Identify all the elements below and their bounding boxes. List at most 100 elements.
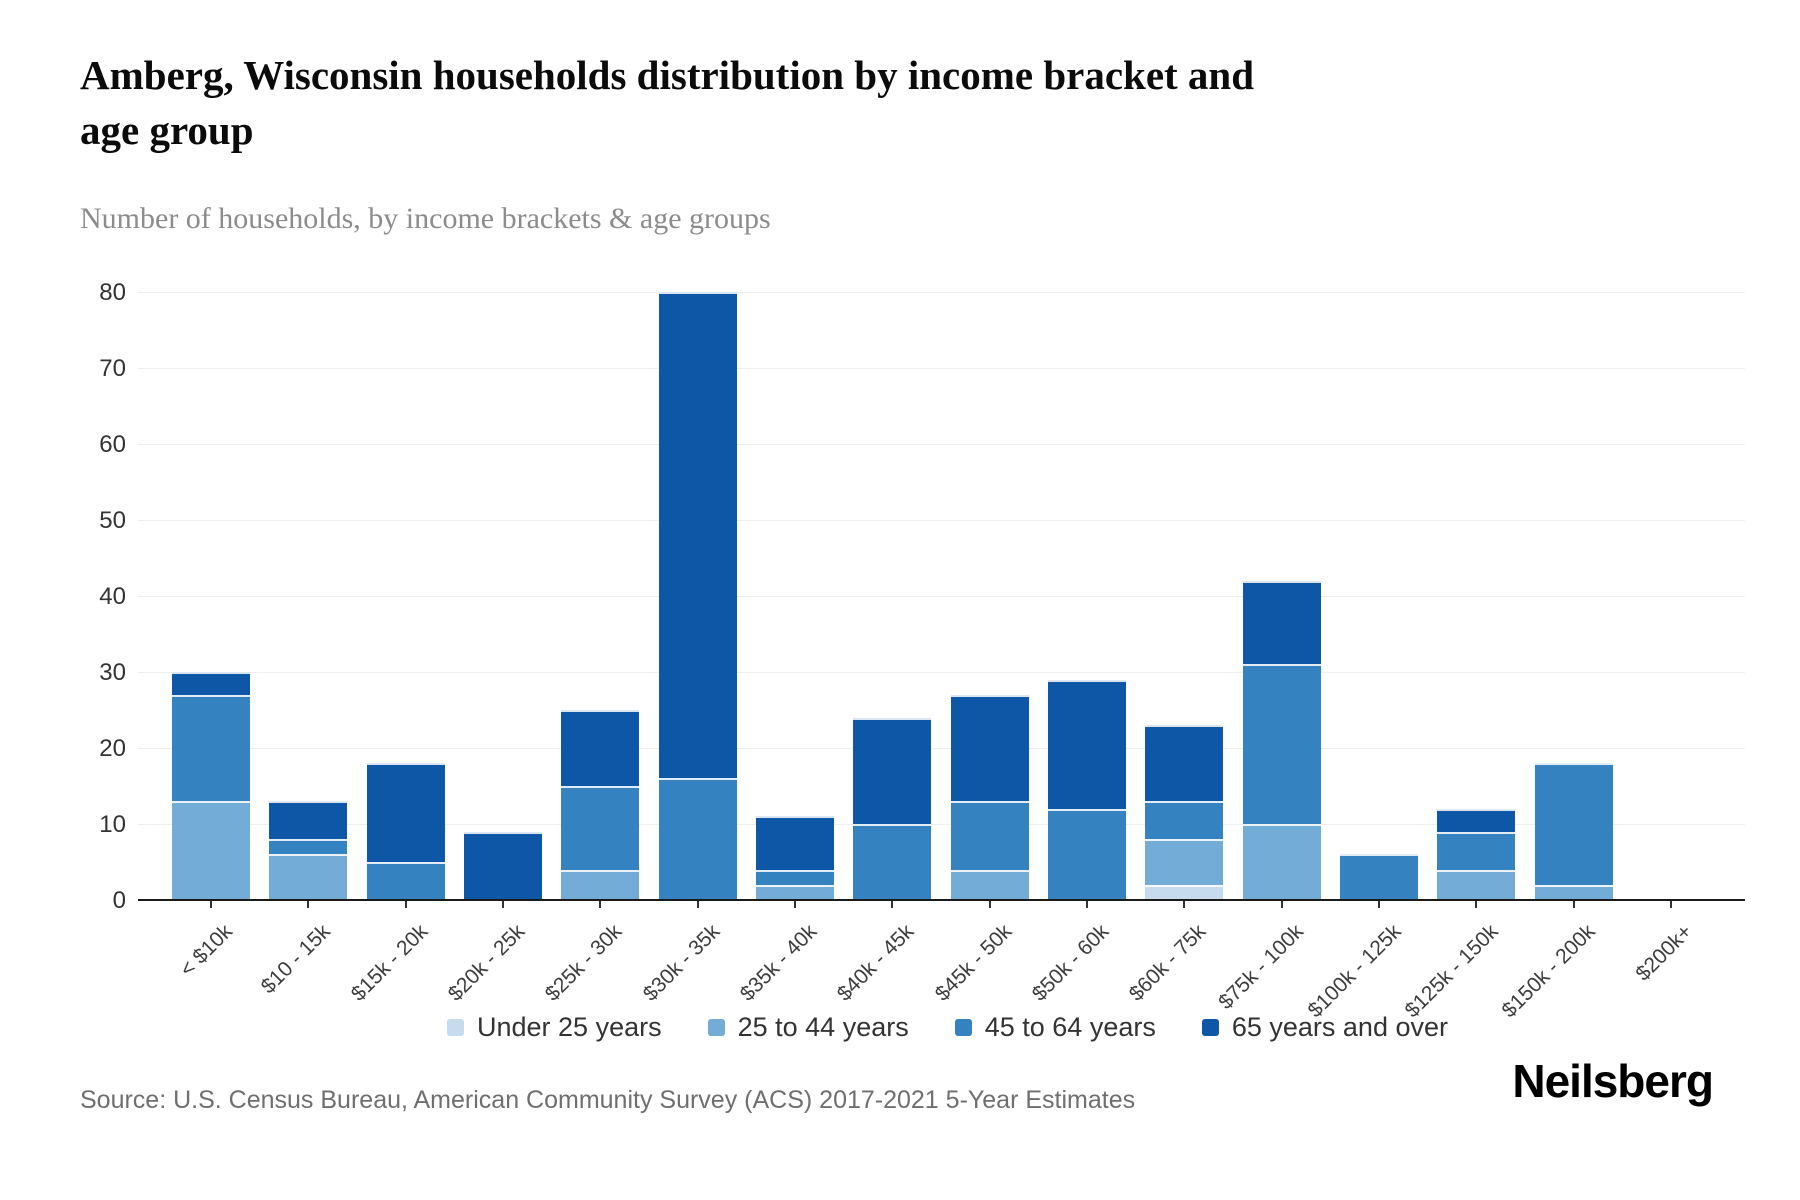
bar-segment[interactable] xyxy=(1145,725,1224,802)
axis-tick xyxy=(501,901,504,908)
axis-tick xyxy=(988,901,991,908)
legend-swatch-icon xyxy=(954,1019,972,1036)
axis-tick xyxy=(1475,901,1478,908)
bar-segment[interactable] xyxy=(561,710,640,786)
bar-segment[interactable] xyxy=(1534,763,1613,885)
bar-segment[interactable] xyxy=(561,786,640,870)
x-axis-label: $50k - 60k xyxy=(1027,920,1114,1006)
x-axis-label: $40k - 45k xyxy=(832,920,919,1006)
axis-tick xyxy=(696,901,699,908)
y-axis-label: 50 xyxy=(99,507,126,534)
bar-segment[interactable] xyxy=(950,869,1029,900)
x-axis-label: $15k - 20k xyxy=(346,920,432,1006)
bar-segment[interactable] xyxy=(1534,884,1613,900)
axis-tick xyxy=(1085,901,1088,908)
x-axis-label: $20k - 25k xyxy=(443,920,530,1006)
x-axis-label: $35k - 40k xyxy=(735,920,822,1006)
bar-segment[interactable] xyxy=(172,694,250,802)
bar-segment[interactable] xyxy=(561,869,640,900)
bar-segment[interactable] xyxy=(755,816,834,870)
axis-tick xyxy=(210,901,212,908)
x-axis-label: $10 - 15k xyxy=(256,920,335,999)
y-axis-label: 70 xyxy=(99,355,126,382)
bar-segment[interactable] xyxy=(755,869,834,885)
x-axis-label: $25k - 30k xyxy=(540,920,627,1006)
bar-segment[interactable] xyxy=(172,672,250,695)
bar-segment[interactable] xyxy=(1242,824,1321,900)
axis-tick xyxy=(599,901,602,908)
axis-tick xyxy=(1669,901,1672,908)
bar-segment[interactable] xyxy=(1145,884,1224,900)
bar-segment[interactable] xyxy=(269,854,348,900)
x-axis-label: $75k - 100k xyxy=(1214,920,1308,1014)
x-axis-line xyxy=(138,899,1745,901)
bar-segment[interactable] xyxy=(950,801,1029,870)
bar-segment[interactable] xyxy=(1437,831,1516,870)
axis-tick xyxy=(1572,901,1575,908)
bar-segment[interactable] xyxy=(1145,839,1224,885)
legend-item[interactable]: Under 25 years xyxy=(447,1012,662,1043)
legend-label: 45 to 64 years xyxy=(984,1012,1156,1042)
bar-segment[interactable] xyxy=(1145,801,1224,840)
bar-segment[interactable] xyxy=(269,801,348,840)
bar-segment[interactable] xyxy=(1047,679,1126,809)
x-axis-label: $60k - 75k xyxy=(1124,920,1211,1006)
bar-segment[interactable] xyxy=(755,884,834,900)
y-axis-label: 40 xyxy=(99,583,126,610)
axis-tick xyxy=(891,901,894,908)
y-axis-label: 30 xyxy=(99,659,126,686)
x-axis-label: $45k - 50k xyxy=(930,920,1016,1006)
bar-segment[interactable] xyxy=(853,717,932,824)
x-axis-label: $125k - 150k xyxy=(1400,920,1503,1023)
y-axis-label: 20 xyxy=(99,735,126,762)
legend-label: Under 25 years xyxy=(477,1012,662,1042)
bar-segment[interactable] xyxy=(658,778,737,900)
bar-segment[interactable] xyxy=(950,694,1029,802)
y-axis-label: 0 xyxy=(112,887,126,914)
axis-tick xyxy=(793,901,796,908)
y-axis-label: 60 xyxy=(99,431,126,458)
bar-segment[interactable] xyxy=(172,801,250,900)
axis-tick xyxy=(1377,901,1380,908)
bar-segment[interactable] xyxy=(1339,854,1418,900)
legend-swatch-icon xyxy=(707,1019,725,1036)
legend-label: 25 to 44 years xyxy=(737,1012,909,1042)
bar-segment[interactable] xyxy=(463,831,542,900)
axis-tick xyxy=(1183,901,1186,908)
y-axis-label: 10 xyxy=(99,811,126,838)
bar-segment[interactable] xyxy=(1047,808,1126,900)
y-gridline xyxy=(138,367,1745,369)
chart-subtitle: Number of households, by income brackets… xyxy=(80,202,771,235)
x-axis-label: $30k - 35k xyxy=(638,920,724,1006)
y-gridline xyxy=(138,595,1745,597)
y-gridline xyxy=(138,519,1745,521)
bar-segment[interactable] xyxy=(1437,869,1516,900)
legend-label: 65 years and over xyxy=(1231,1012,1448,1042)
legend-item[interactable]: 25 to 44 years xyxy=(707,1012,909,1043)
y-gridline xyxy=(138,747,1745,749)
x-axis-label: $200k+ xyxy=(1631,920,1698,986)
bar-segment[interactable] xyxy=(366,763,445,862)
axis-tick xyxy=(1280,901,1283,908)
axis-tick xyxy=(307,901,310,908)
bar-segment[interactable] xyxy=(658,292,737,779)
plot-area: 0 10 20 30 40 50 60 70 80 < $10k $10 - 15k $15k - 2… xyxy=(99,279,1745,1022)
bar-segment[interactable] xyxy=(853,824,932,900)
bar-segment[interactable] xyxy=(366,862,445,900)
legend: Under 25 years 25 to 44 years 45 to 64 yea… xyxy=(150,1012,1745,1043)
y-axis-label: 80 xyxy=(99,279,126,306)
axis-tick xyxy=(404,901,407,908)
x-axis-label: < $10k xyxy=(175,920,238,982)
y-gridline xyxy=(138,823,1745,825)
legend-item[interactable]: 65 years and over xyxy=(1201,1012,1448,1043)
legend-item[interactable]: 45 to 64 years xyxy=(954,1012,1156,1043)
bar-segment[interactable] xyxy=(1242,580,1321,665)
bar-segment[interactable] xyxy=(1242,664,1321,824)
x-axis-label: $100k - 125k xyxy=(1303,920,1406,1023)
legend-swatch-icon xyxy=(447,1019,464,1036)
brand-logo: Neilsberg xyxy=(1512,1055,1714,1107)
y-gridline xyxy=(138,443,1745,445)
bar-segment[interactable] xyxy=(1437,808,1516,832)
bar-segment[interactable] xyxy=(269,839,348,855)
